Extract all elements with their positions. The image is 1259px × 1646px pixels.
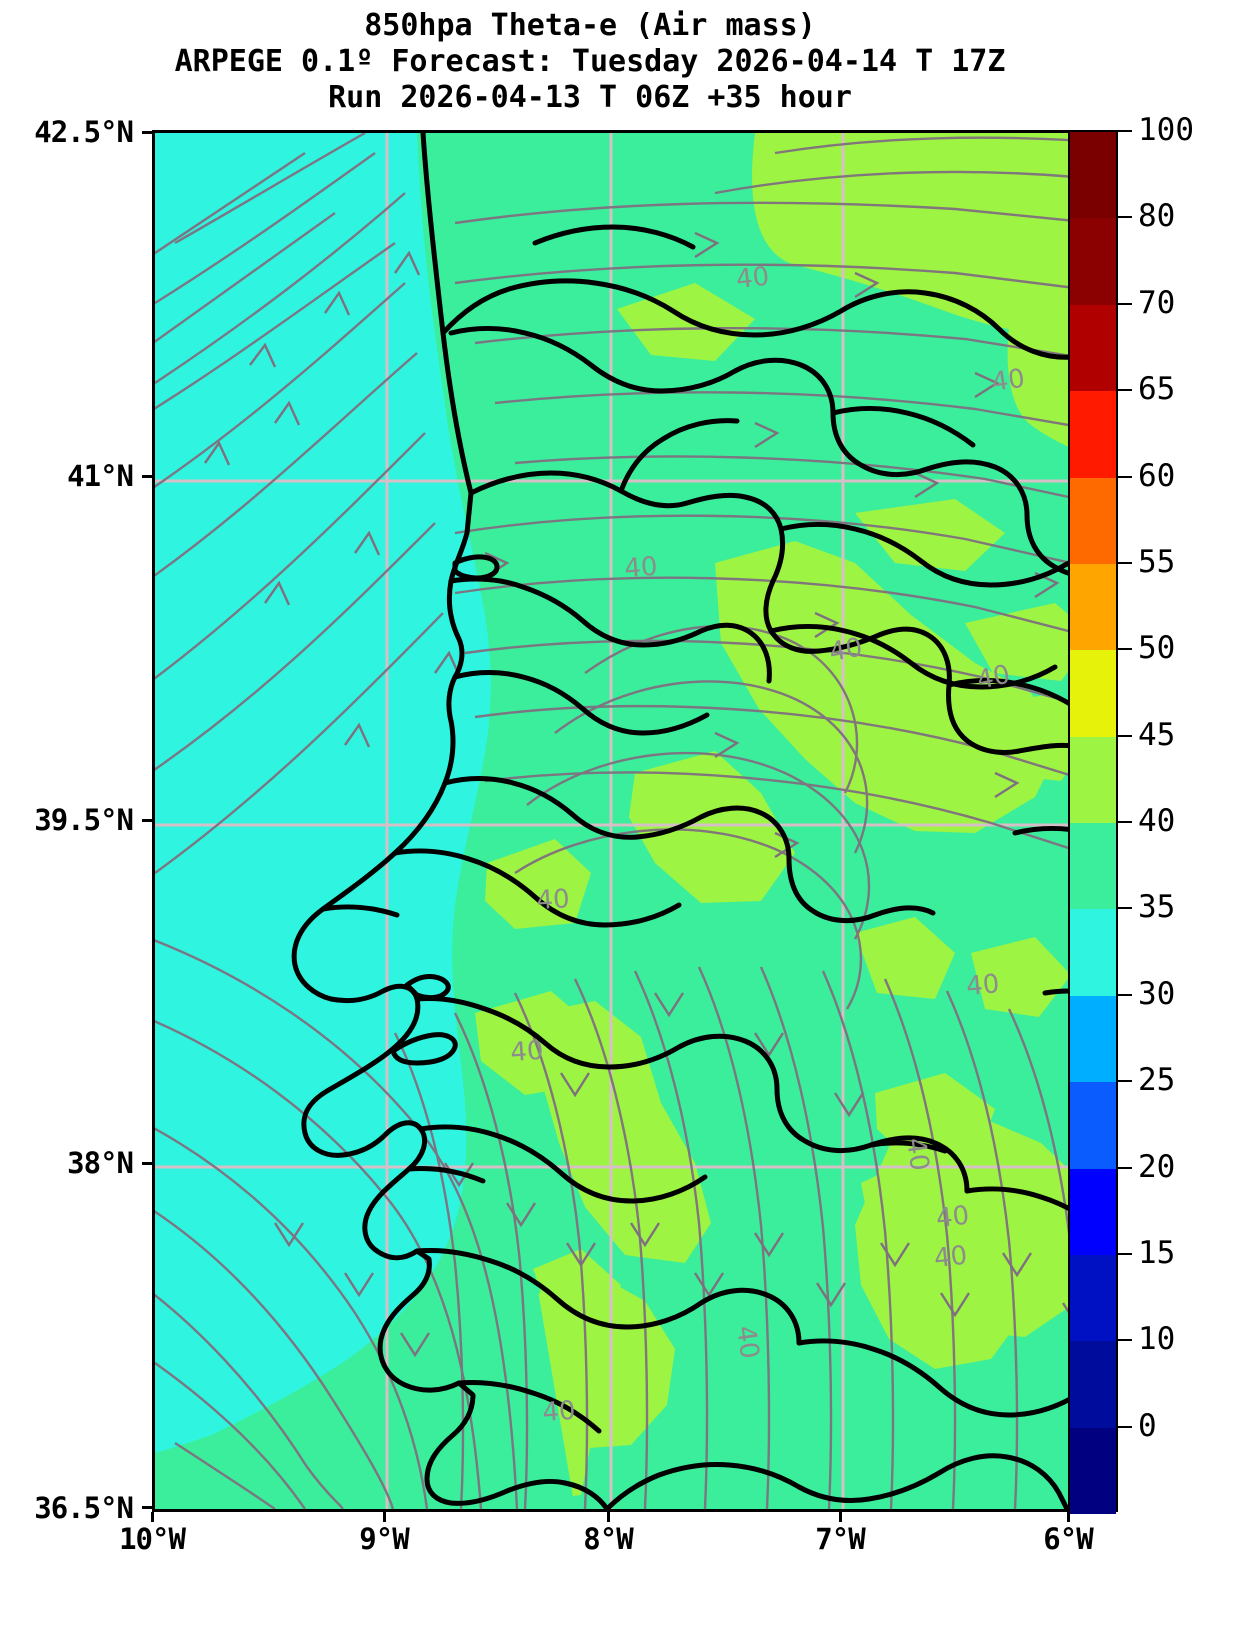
colorbar-swatch-45-50 (1070, 736, 1116, 823)
colorbar-swatch-25-30 (1070, 1082, 1116, 1169)
map-plot-area[interactable]: 40 40 40 40 40 40 40 40 40 40 40 40 40 (152, 130, 1118, 1512)
x-tick-mark (607, 1512, 610, 1522)
colorbar-label-30: 30 (1138, 975, 1176, 1012)
chart-title-block: 850hpa Theta-e (Air mass) ARPEGE 0.1º Fo… (0, 8, 1180, 116)
colorbar-tick-30 (1118, 993, 1132, 996)
colorbar-label-80: 80 (1138, 198, 1176, 235)
colorbar-swatch-55-60 (1070, 563, 1116, 651)
y-tick-label-41N: 41°N (67, 459, 134, 493)
svg-text:40: 40 (509, 1036, 544, 1068)
svg-text:40: 40 (827, 633, 865, 668)
y-tick-label-39-5N: 39.5°N (34, 803, 134, 837)
colorbar-tick-70 (1118, 302, 1132, 305)
colorbar-tick-80 (1118, 216, 1132, 219)
colorbar-swatch-40-45 (1070, 823, 1116, 910)
colorbar-label-55: 55 (1138, 543, 1176, 580)
coastlines-and-borders (291, 133, 1115, 1509)
x-tick-mark (383, 1512, 386, 1522)
svg-text:40: 40 (735, 262, 771, 295)
svg-text:40: 40 (541, 1396, 576, 1428)
colorbar-label-10: 10 (1138, 1321, 1176, 1358)
x-tick-mark (839, 1512, 842, 1522)
svg-text:40: 40 (730, 1324, 764, 1361)
colorbar-tick-25 (1118, 1080, 1132, 1083)
colorbar-tick-50 (1118, 648, 1132, 651)
colorbar-tick-45 (1118, 734, 1132, 737)
colorbar-swatch-35-40 (1070, 909, 1116, 996)
colorbar-swatch-70-80 (1070, 304, 1116, 392)
y-tick-mark (142, 1506, 152, 1509)
colorbar-tick-55 (1118, 561, 1132, 564)
colorbar-label-60: 60 (1138, 457, 1176, 494)
x-tick-label-7W: 7°W (815, 1522, 865, 1556)
svg-text:40: 40 (974, 660, 1013, 696)
theta-e-colorbar[interactable] (1068, 130, 1118, 1514)
svg-text:40: 40 (965, 969, 1001, 1002)
colorbar-swatch-80-100 (1070, 218, 1116, 305)
y-tick-mark (142, 131, 152, 134)
colorbar-label-50: 50 (1138, 630, 1176, 667)
colorbar-swatch-30-35 (1070, 995, 1116, 1083)
colorbar-tick-60 (1118, 475, 1132, 478)
y-tick-mark (142, 475, 152, 478)
colorbar-tick-15 (1118, 1252, 1132, 1255)
x-tick-label-9W: 9°W (359, 1522, 409, 1556)
colorbar-tick-100 (1118, 130, 1132, 132)
colorbar-label-20: 20 (1138, 1148, 1176, 1185)
map-gridlines (155, 133, 1115, 1509)
colorbar-tick-20 (1118, 1166, 1132, 1169)
svg-text:40: 40 (990, 364, 1027, 398)
y-tick-mark (142, 1162, 152, 1165)
theta-band-sw-wedge (155, 1273, 575, 1509)
colorbar-label-45: 45 (1138, 716, 1176, 753)
colorbar-label-65: 65 (1138, 371, 1176, 408)
colorbar-tick-40 (1118, 821, 1132, 823)
colorbar-label-25: 25 (1138, 1062, 1176, 1099)
x-tick-mark (1067, 1512, 1070, 1522)
colorbar-swatch-50-55 (1070, 650, 1116, 737)
colorbar-label-0: 0 (1138, 1407, 1157, 1444)
colorbar-tick-0 (1118, 1425, 1132, 1428)
colorbar-label-35: 35 (1138, 889, 1176, 926)
y-tick-label-38N: 38°N (67, 1146, 134, 1180)
colorbar-swatch-0-10 (1070, 1427, 1116, 1514)
x-tick-mark (151, 1512, 154, 1522)
run-info-subtitle: Run 2026-04-13 T 06Z +35 hour (328, 80, 852, 115)
contour-labels: 40 40 40 40 40 40 40 40 40 40 40 40 40 (509, 262, 1026, 1428)
x-tick-label-10W: 10°W (119, 1522, 186, 1556)
colorbar-swatch-65-70 (1070, 391, 1116, 478)
svg-text:40: 40 (935, 1201, 971, 1234)
svg-text:40: 40 (900, 1136, 934, 1173)
page-title: 850hpa Theta-e (Air mass) (364, 8, 816, 43)
svg-text:40: 40 (623, 552, 658, 584)
svg-text:40: 40 (933, 1241, 969, 1274)
colorbar-swatch-10-15 (1070, 1341, 1116, 1428)
colorbar-swatch-15-20 (1070, 1254, 1116, 1342)
map-canvas: 40 40 40 40 40 40 40 40 40 40 40 40 40 (155, 133, 1115, 1509)
y-tick-label-36-5N: 36.5°N (34, 1491, 134, 1525)
colorbar-label-15: 15 (1138, 1234, 1176, 1271)
y-tick-mark (142, 819, 152, 822)
streamline-arrowheads (204, 231, 1093, 1358)
colorbar-swatch-20-25 (1070, 1168, 1116, 1255)
wind-streamlines (155, 133, 1115, 1509)
colorbar-swatch-100-110 (1070, 132, 1116, 219)
svg-text:40: 40 (536, 884, 571, 916)
x-tick-label-6W: 6°W (1043, 1522, 1093, 1556)
colorbar-label-40: 40 (1138, 803, 1176, 839)
forecast-subtitle: ARPEGE 0.1º Forecast: Tuesday 2026-04-14… (174, 44, 1006, 79)
y-tick-label-42-5N: 42.5°N (34, 115, 134, 149)
colorbar-tick-35 (1118, 907, 1132, 910)
x-tick-label-8W: 8°W (583, 1522, 633, 1556)
colorbar-tick-65 (1118, 389, 1132, 392)
colorbar-swatch-60-65 (1070, 477, 1116, 564)
colorbar-label-100: 100 (1138, 112, 1194, 148)
colorbar-label-70: 70 (1138, 284, 1176, 321)
colorbar-tick-10 (1118, 1339, 1132, 1342)
